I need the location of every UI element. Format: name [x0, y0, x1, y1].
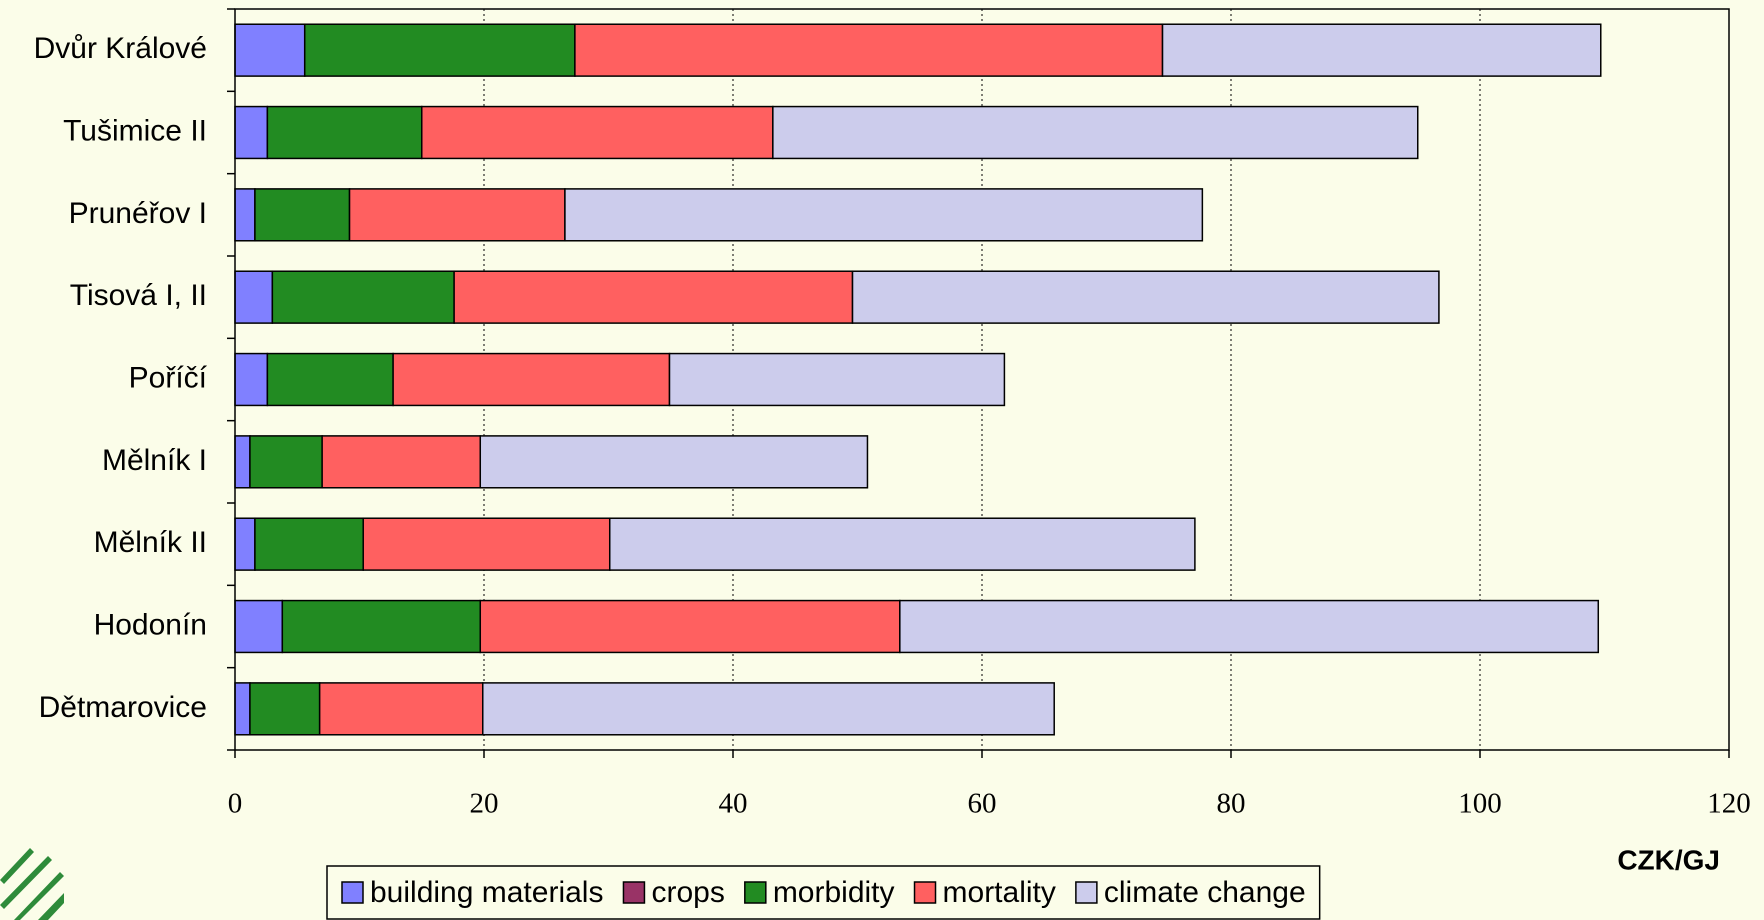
legend-label: mortality — [943, 876, 1056, 909]
bar-segment — [421, 105, 774, 160]
legend-swatch — [622, 881, 646, 904]
y-tick-label: Mělník II — [94, 526, 207, 559]
bar-segment — [564, 188, 1204, 242]
bar-segment — [234, 352, 269, 407]
bar-segment — [234, 23, 306, 77]
bar-segment — [271, 270, 455, 324]
legend-swatch — [341, 881, 364, 904]
bar-segment — [234, 517, 256, 571]
bar-segment — [608, 517, 1196, 571]
x-tick-label: 20 — [470, 788, 499, 820]
legend: building materials crops morbidity mortalit… — [326, 865, 1321, 920]
y-tick-label: Tušimice II — [63, 114, 207, 147]
legend-swatch — [744, 881, 767, 904]
bar-segment — [574, 23, 1164, 77]
bar-segment — [234, 188, 256, 242]
bar-segment — [249, 435, 323, 489]
x-tick-label: 80 — [1217, 788, 1246, 820]
x-tick-label: 120 — [1707, 788, 1751, 820]
legend-label: crops — [651, 876, 724, 909]
bar-segment — [234, 682, 251, 736]
bar-segment — [266, 105, 423, 160]
bar-segment — [479, 599, 901, 654]
x-axis-label: CZK/GJ — [1617, 844, 1720, 875]
bar-segment — [321, 435, 482, 489]
y-tick-label: Mělník I — [102, 444, 207, 477]
x-tick-label: 40 — [719, 788, 748, 820]
bar-segment — [234, 435, 251, 489]
y-tick-label: Hodonín — [94, 608, 207, 641]
bar-segment — [392, 352, 671, 407]
bar-segment — [453, 270, 854, 324]
bar-segment — [348, 188, 566, 242]
bar-segment — [254, 188, 351, 242]
legend-box — [326, 865, 1321, 920]
bar-segment — [899, 599, 1600, 654]
bar-segment — [668, 352, 1006, 407]
bar-segment — [1161, 23, 1602, 77]
bar-segment — [303, 23, 576, 77]
y-tick-label: Dvůr Králové — [34, 32, 207, 65]
bar-segment — [234, 105, 269, 160]
bar-segment — [281, 599, 482, 654]
legend-swatch — [913, 881, 937, 904]
bar-segment — [318, 682, 484, 736]
legend-swatch — [1075, 881, 1098, 904]
y-tick-label: Poříčí — [129, 361, 208, 394]
bar-segment — [772, 105, 1419, 160]
bar-segment — [249, 682, 321, 736]
bar-segment — [482, 682, 1055, 736]
logo — [0, 848, 64, 920]
y-tick-label: Prunéřov I — [69, 197, 207, 230]
x-tick-label: 60 — [968, 788, 997, 820]
bar-segment — [234, 599, 284, 654]
bar-segment — [234, 270, 274, 324]
bar-segment — [479, 435, 869, 489]
x-tick-label: 0 — [228, 788, 243, 820]
legend-label: morbidity — [773, 876, 895, 909]
bar-segment — [851, 270, 1440, 324]
bar-segment — [254, 517, 364, 571]
bar-segment — [266, 352, 394, 407]
plot-border — [234, 8, 1730, 751]
y-tick-label: Tisová I, II — [70, 279, 207, 312]
legend-label: climate change — [1104, 876, 1306, 909]
bar-segment — [362, 517, 611, 571]
x-tick-label: 100 — [1458, 788, 1502, 820]
y-tick-label: Dětmarovice — [39, 691, 207, 724]
legend-label: building materials — [370, 876, 603, 909]
